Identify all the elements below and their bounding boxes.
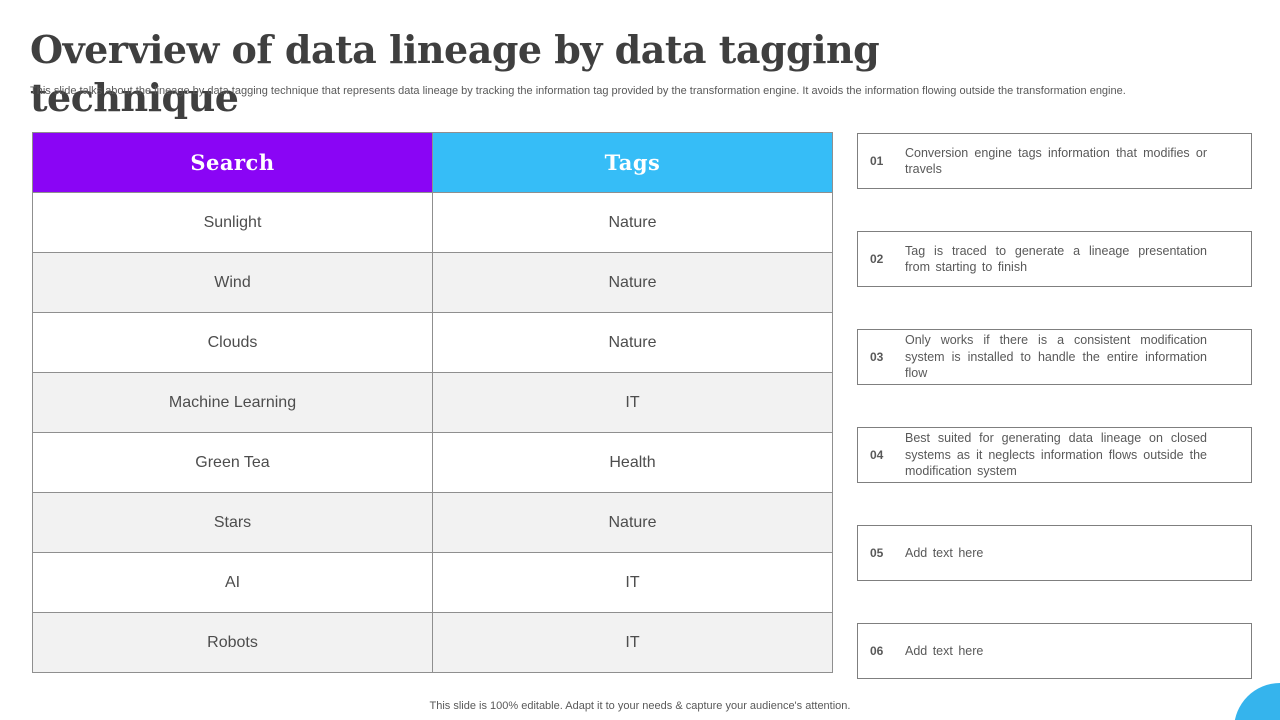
table-row: Green Tea Health (32, 432, 833, 493)
table-row: Stars Nature (32, 492, 833, 553)
table-cell-search: Robots (32, 612, 433, 673)
note-text: Only works if there is a consistent modi… (905, 333, 1207, 381)
table-row: AI IT (32, 552, 833, 613)
table-cell-search: Wind (32, 252, 433, 313)
table-cell-tag: IT (432, 612, 833, 673)
note-text: Best suited for generating data lineage … (905, 431, 1207, 479)
note-number: 01 (870, 154, 884, 168)
note-number: 03 (870, 350, 884, 364)
note-box-01: 01 Conversion engine tags information th… (857, 133, 1252, 189)
table-cell-search: Green Tea (32, 432, 433, 493)
table-header-tags: Tags (432, 132, 833, 193)
table-row: Machine Learning IT (32, 372, 833, 433)
note-box-03: 03 Only works if there is a consistent m… (857, 329, 1252, 385)
note-placeholder-text[interactable]: Add text here (905, 643, 984, 658)
note-text: Tag is traced to generate a lineage pres… (905, 243, 1207, 275)
note-number: 05 (870, 546, 884, 560)
editable-note-footer: This slide is 100% editable. Adapt it to… (429, 700, 851, 712)
table-row: Wind Nature (32, 252, 833, 313)
table-row: Robots IT (32, 612, 833, 673)
table-cell-tag: IT (432, 552, 833, 613)
table-cell-tag: Nature (432, 252, 833, 313)
notes-panel: 01 Conversion engine tags information th… (857, 133, 1252, 679)
table-header-search: Search (32, 132, 433, 193)
table-cell-search: Machine Learning (32, 372, 433, 433)
note-number: 06 (870, 644, 884, 658)
note-text: Conversion engine tags information that … (905, 145, 1207, 177)
note-box-06: 06 Add text here (857, 623, 1252, 679)
table-cell-tag: Nature (432, 312, 833, 373)
note-box-05: 05 Add text here (857, 525, 1252, 581)
note-placeholder-text[interactable]: Add text here (905, 545, 984, 560)
note-number: 02 (870, 252, 884, 266)
table-cell-tag: Nature (432, 492, 833, 553)
slide-subtitle: This slide talks about the lineage by da… (30, 85, 1126, 97)
search-tags-table: Search Tags Sunlight Nature Wind Nature … (32, 132, 833, 673)
table-row: Sunlight Nature (32, 192, 833, 253)
table-cell-search: AI (32, 552, 433, 613)
table-cell-tag: Health (432, 432, 833, 493)
table-header-row: Search Tags (32, 132, 833, 193)
note-box-04: 04 Best suited for generating data linea… (857, 427, 1252, 483)
table-cell-tag: IT (432, 372, 833, 433)
table-cell-search: Stars (32, 492, 433, 553)
table-cell-search: Sunlight (32, 192, 433, 253)
table-cell-tag: Nature (432, 192, 833, 253)
page-title: Overview of data lineage by data tagging… (30, 27, 880, 120)
table-row: Clouds Nature (32, 312, 833, 373)
table-cell-search: Clouds (32, 312, 433, 373)
note-number: 04 (870, 448, 884, 462)
note-box-02: 02 Tag is traced to generate a lineage p… (857, 231, 1252, 287)
